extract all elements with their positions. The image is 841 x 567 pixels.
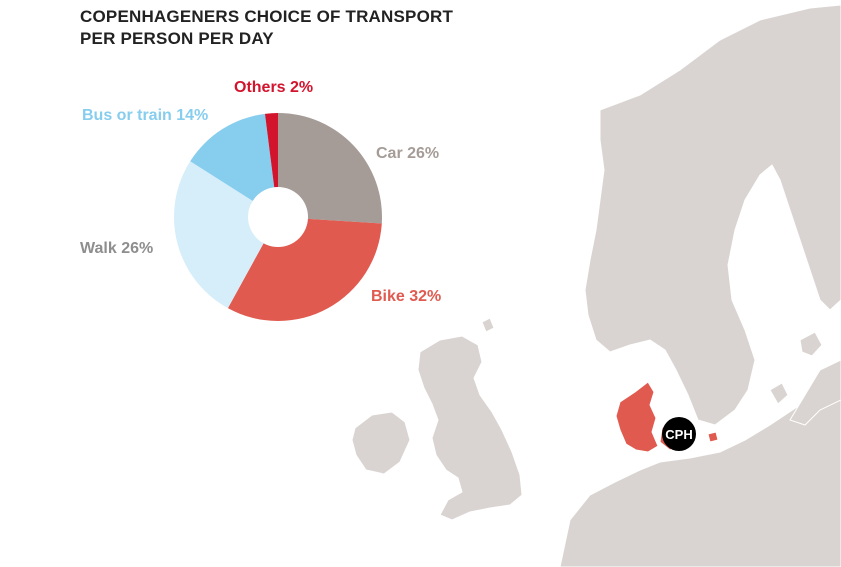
northern-islands xyxy=(481,317,495,333)
title-line-2: PER PERSON PER DAY xyxy=(80,29,274,48)
baltic-island xyxy=(799,331,823,357)
scandinavia-landmass xyxy=(584,4,841,426)
pie-slice-car xyxy=(278,113,382,224)
slice-label-bus-or-train: Bus or train 14% xyxy=(82,107,209,124)
pie-slice-walk xyxy=(173,161,278,309)
great-britain xyxy=(417,335,523,521)
donut-hole xyxy=(248,187,308,247)
slice-label-car: Car 26% xyxy=(376,145,440,162)
ireland xyxy=(351,411,411,475)
cph-marker xyxy=(662,417,696,451)
slice-label-others: Others 2% xyxy=(234,79,314,96)
denmark-jutland xyxy=(615,381,659,453)
slice-label-walk: Walk 26% xyxy=(80,240,154,257)
baltic-island-2 xyxy=(769,382,789,405)
chart-title: COPENHAGENERS CHOICE OF TRANSPORT PER PE… xyxy=(80,6,453,50)
slice-label-bike: Bike 32% xyxy=(371,288,442,305)
cph-label: CPH xyxy=(665,427,692,442)
bornholm xyxy=(707,431,719,443)
title-line-1: COPENHAGENERS CHOICE OF TRANSPORT xyxy=(80,7,454,26)
baltic-coast xyxy=(789,359,841,426)
pie-slice-bus-or-train xyxy=(190,113,278,217)
